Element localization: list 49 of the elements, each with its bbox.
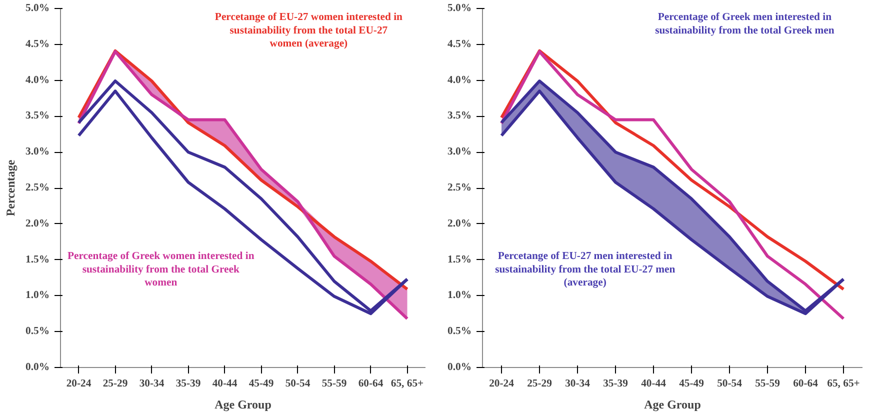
y-tick-label: 0.0% (448, 362, 472, 373)
y-tick-label: 4.0% (448, 74, 472, 86)
x-tick-label: 60-64 (793, 378, 819, 390)
y-tick-label: 1.5% (26, 254, 50, 266)
y-tick-label: 5.0% (26, 3, 50, 14)
y-tick-label: 4.5% (448, 38, 472, 50)
x-tick-label: 25-29 (527, 378, 552, 390)
x-tick-label: 65, 65+ (827, 378, 860, 390)
x-tick-label: 60-64 (358, 378, 384, 390)
x-tick-label: 35-39 (176, 378, 201, 390)
x-tick-label: 55-59 (755, 378, 780, 390)
annotation: Percetange of EU-27 women interested in sustainability from the total EU-27 women (average) (214, 12, 403, 50)
y-tick-label: 3.0% (448, 146, 472, 158)
y-tick-label: 0.0% (26, 362, 50, 373)
x-tick-label: 45-49 (679, 378, 704, 390)
y-tick-label: 1.0% (26, 290, 50, 302)
x-tick-label: 30-34 (565, 378, 591, 390)
annotation: Percentage of Greek women interested in sustainability from the total Greek women (68, 251, 254, 289)
x-tick-label: 65, 65+ (390, 378, 424, 390)
x-tick-label: 50-54 (717, 378, 743, 390)
annotation: Percetange of EU-27 men interested in sustainability from the total EU-27 men (average) (495, 251, 676, 289)
y-axis-title: Percentage (4, 159, 18, 216)
y-tick-label: 2.5% (448, 182, 472, 194)
y-tick-label: 2.0% (26, 218, 50, 230)
x-tick-label: 40-44 (212, 378, 238, 390)
x-tick-label: 35-39 (603, 378, 628, 390)
x-tick-label: 55-59 (322, 378, 347, 390)
x-tick-label: 45-49 (248, 378, 274, 390)
x-tick-label: 50-54 (285, 378, 311, 390)
annotation: Percentage of Greek men interested in sustainability from the total Greek men (655, 12, 834, 36)
y-tick-label: 5.0% (448, 3, 472, 14)
y-tick-label: 2.5% (26, 182, 50, 194)
y-tick-label: 0.5% (26, 326, 50, 338)
y-tick-label: 3.5% (26, 110, 50, 122)
y-tick-label: 4.5% (26, 38, 50, 50)
y-tick-label: 3.5% (448, 110, 472, 122)
x-axis-title: Age Group (644, 398, 702, 412)
y-tick-label: 1.0% (448, 290, 472, 302)
x-tick-label: 30-34 (139, 378, 165, 390)
x-tick-label: 40-44 (641, 378, 667, 390)
x-axis-title: Age Group (214, 398, 272, 412)
x-tick-label: 25-29 (102, 378, 128, 390)
y-tick-label: 2.0% (448, 218, 472, 230)
y-tick-label: 0.5% (448, 326, 472, 338)
x-tick-label: 20-24 (489, 378, 515, 390)
y-tick-label: 1.5% (448, 254, 472, 266)
x-tick-label: 20-24 (66, 378, 92, 390)
y-tick-label: 3.0% (26, 146, 50, 158)
y-tick-label: 4.0% (26, 74, 50, 86)
